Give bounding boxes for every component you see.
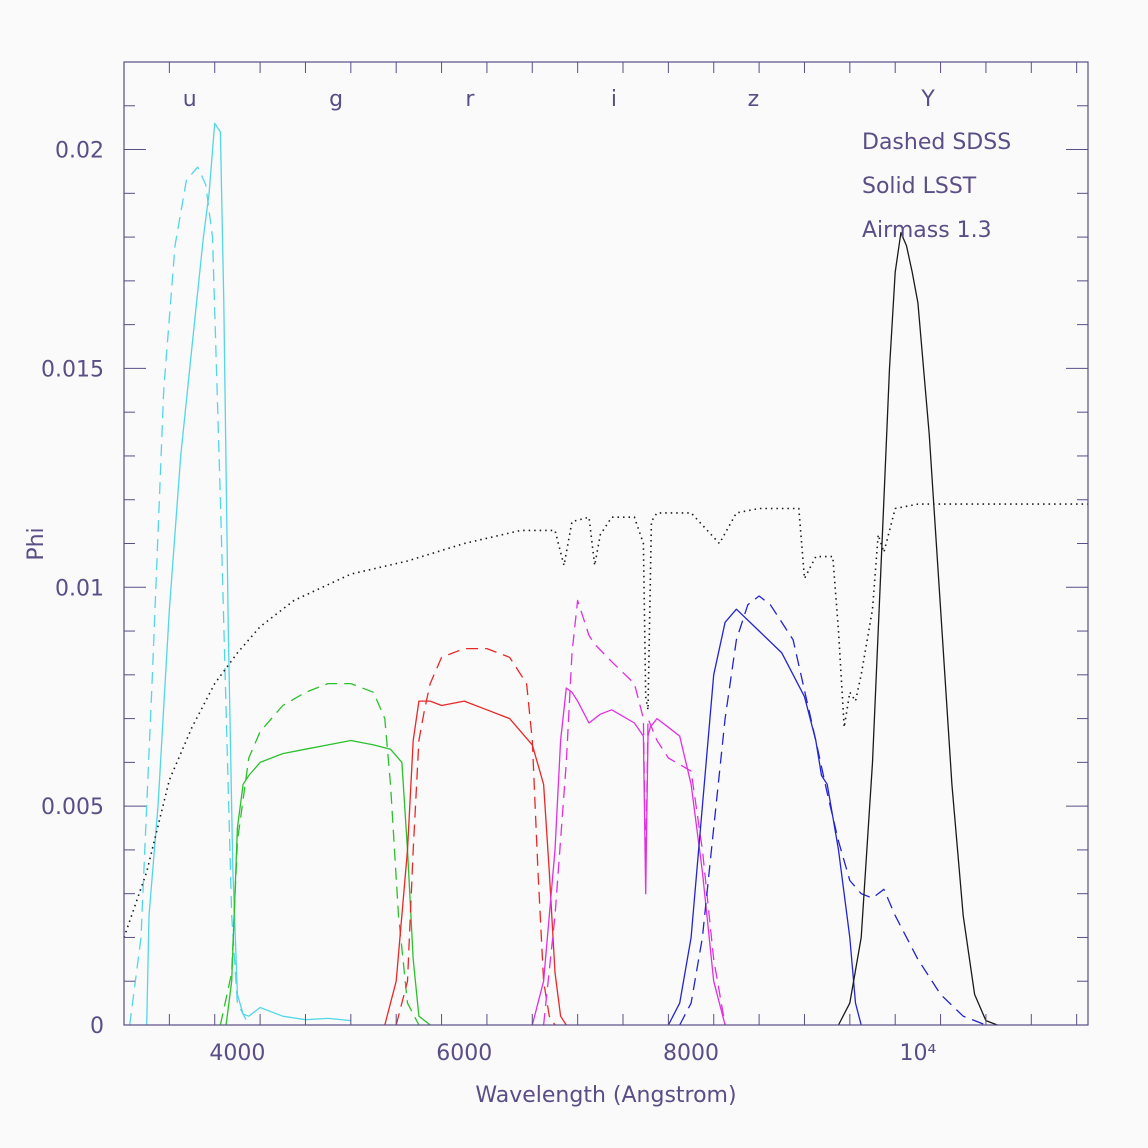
series-line-10-solid [837,232,998,1026]
y-tick-label: 0.01 [55,576,104,601]
x-tick-label: 6000 [436,1041,492,1066]
y-tick-label: 0.015 [41,357,104,382]
band-label-g: g [329,87,343,112]
series-line-5-dashed [395,647,556,1026]
x-axis-label: Wavelength (Angstrom) [475,1083,736,1108]
series-line-1-dashed [129,166,250,1026]
series-line-8-solid [667,608,862,1026]
series-line-4-solid [384,700,567,1026]
x-tick-label: 10⁴ [899,1041,936,1066]
band-label-u: u [183,87,197,112]
series-line-3-dashed [219,682,420,1026]
series-layer [123,122,1088,1026]
band-label-i: i [611,87,617,112]
label-layer: 4000 6000 8000 10⁴ 0 0.005 0.01 0.015 0.02 u g r i z Y [41,87,936,1066]
series-line-7-dashed [542,599,726,1026]
annotation-dashed-sdss: Dashed SDSS [862,130,1011,155]
y-axis-label: Phi [24,527,49,560]
series-line-6-solid [531,687,726,1026]
band-label-z: z [748,87,760,112]
y-tick-label: 0.02 [55,139,104,164]
tick-layer [123,61,1088,1026]
series-line-9-dashed [679,595,987,1026]
band-label-Y: Y [920,87,935,112]
annotation-solid-lsst: Solid LSST [862,174,977,199]
series-line-0-solid [146,122,351,1026]
y-tick-label: 0 [90,1014,104,1039]
x-tick-label: 8000 [663,1041,719,1066]
x-tick-label: 4000 [209,1041,265,1066]
y-tick-label: 0.005 [41,795,104,820]
annotation-airmass: Airmass 1.3 [862,218,992,243]
series-line-2-solid [225,739,431,1026]
band-label-r: r [465,87,475,112]
